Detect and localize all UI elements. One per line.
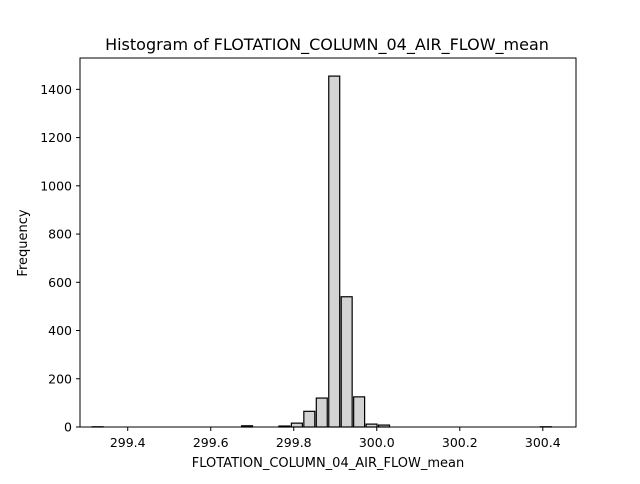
histogram-bar	[329, 76, 340, 427]
y-tick-label: 400	[48, 323, 72, 338]
y-tick-label: 1200	[40, 130, 72, 145]
y-tick-label: 600	[48, 275, 72, 290]
bars-group	[92, 76, 551, 427]
x-tick-label: 300.0	[359, 435, 395, 450]
x-axis-label: FLOTATION_COLUMN_04_AIR_FLOW_mean	[192, 456, 464, 471]
histogram-bar	[354, 397, 365, 427]
x-tick-label: 300.2	[442, 435, 478, 450]
y-tick-label: 1400	[40, 82, 72, 97]
histogram-bar	[316, 398, 327, 427]
y-axis: 0 200 400 600 800 1000 1200 1400	[40, 82, 80, 435]
x-tick-label: 299.6	[193, 435, 229, 450]
y-tick-label: 800	[48, 227, 72, 242]
histogram-bar	[341, 297, 352, 427]
x-axis: 299.4 299.6 299.8 300.0 300.2 300.4	[110, 427, 561, 450]
y-axis-label: Frequency	[16, 209, 31, 276]
histogram-bar	[291, 423, 302, 427]
y-tick-label: 0	[64, 420, 72, 435]
y-tick-label: 1000	[40, 178, 72, 193]
x-tick-label: 299.8	[276, 435, 312, 450]
y-tick-label: 200	[48, 371, 72, 386]
histogram-bar	[304, 411, 315, 427]
x-tick-label: 300.4	[525, 435, 561, 450]
x-tick-label: 299.4	[110, 435, 146, 450]
plot-frame	[80, 58, 576, 427]
chart-title: Histogram of FLOTATION_COLUMN_04_AIR_FLO…	[105, 35, 549, 55]
